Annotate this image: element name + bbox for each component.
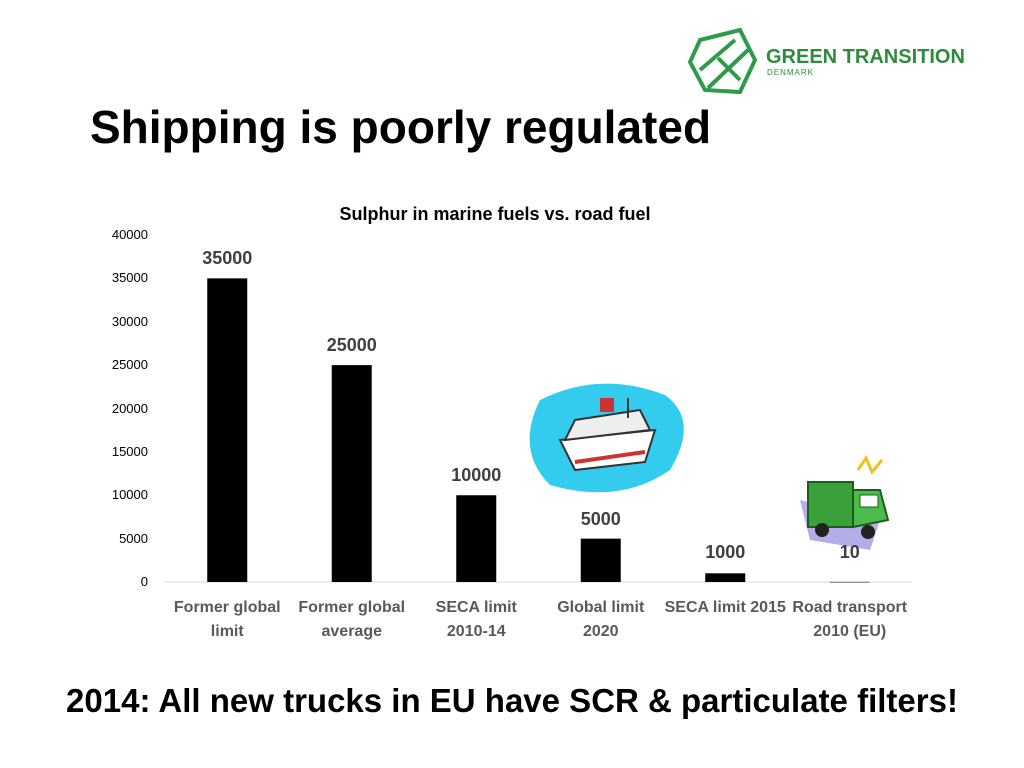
value-label: 10	[839, 542, 860, 562]
bar	[705, 573, 746, 582]
y-tick-label: 5000	[119, 530, 148, 546]
logo-subtitle: DENMARK	[767, 68, 815, 77]
bar	[207, 278, 248, 582]
truck-illustration	[800, 454, 890, 550]
slide-title: Shipping is poorly regulated	[90, 101, 712, 153]
value-label: 25000	[326, 335, 377, 356]
x-tick-label: Former global average	[298, 599, 406, 640]
x-tick-label: Former global limit	[173, 599, 281, 640]
x-tick-label: SECA limit 2015	[664, 599, 786, 616]
x-tick-label: Road transport 2010 (EU)	[792, 599, 908, 640]
y-tick-label: 40000	[111, 227, 148, 242]
ship-illustration	[529, 383, 684, 493]
x-tick-label: SECA limit 2010-14	[435, 599, 517, 640]
y-tick-label: 10000	[111, 487, 148, 503]
bar	[331, 365, 372, 582]
y-tick-label: 30000	[111, 313, 148, 329]
value-label: 35000	[202, 248, 253, 269]
value-label: 1000	[705, 542, 746, 562]
bar	[580, 538, 621, 582]
bar	[456, 495, 497, 582]
y-tick-label: 20000	[111, 400, 148, 416]
footer-text: 2014: All new trucks in EU have SCR & pa…	[66, 682, 958, 719]
value-label: 10000	[451, 465, 502, 486]
bar	[829, 581, 870, 583]
y-tick-label: 35000	[111, 270, 148, 286]
chart-title: Sulphur in marine fuels vs. road fuel	[339, 204, 651, 224]
logo-name: GREEN TRANSITION	[766, 46, 965, 68]
x-tick-label: Global limit 2020	[557, 599, 645, 640]
y-tick-label: 25000	[111, 357, 148, 373]
y-tick-label: 15000	[111, 443, 148, 459]
y-tick-label: 0	[140, 574, 148, 589]
value-label: 5000	[580, 508, 621, 529]
logo-icon	[687, 27, 758, 95]
